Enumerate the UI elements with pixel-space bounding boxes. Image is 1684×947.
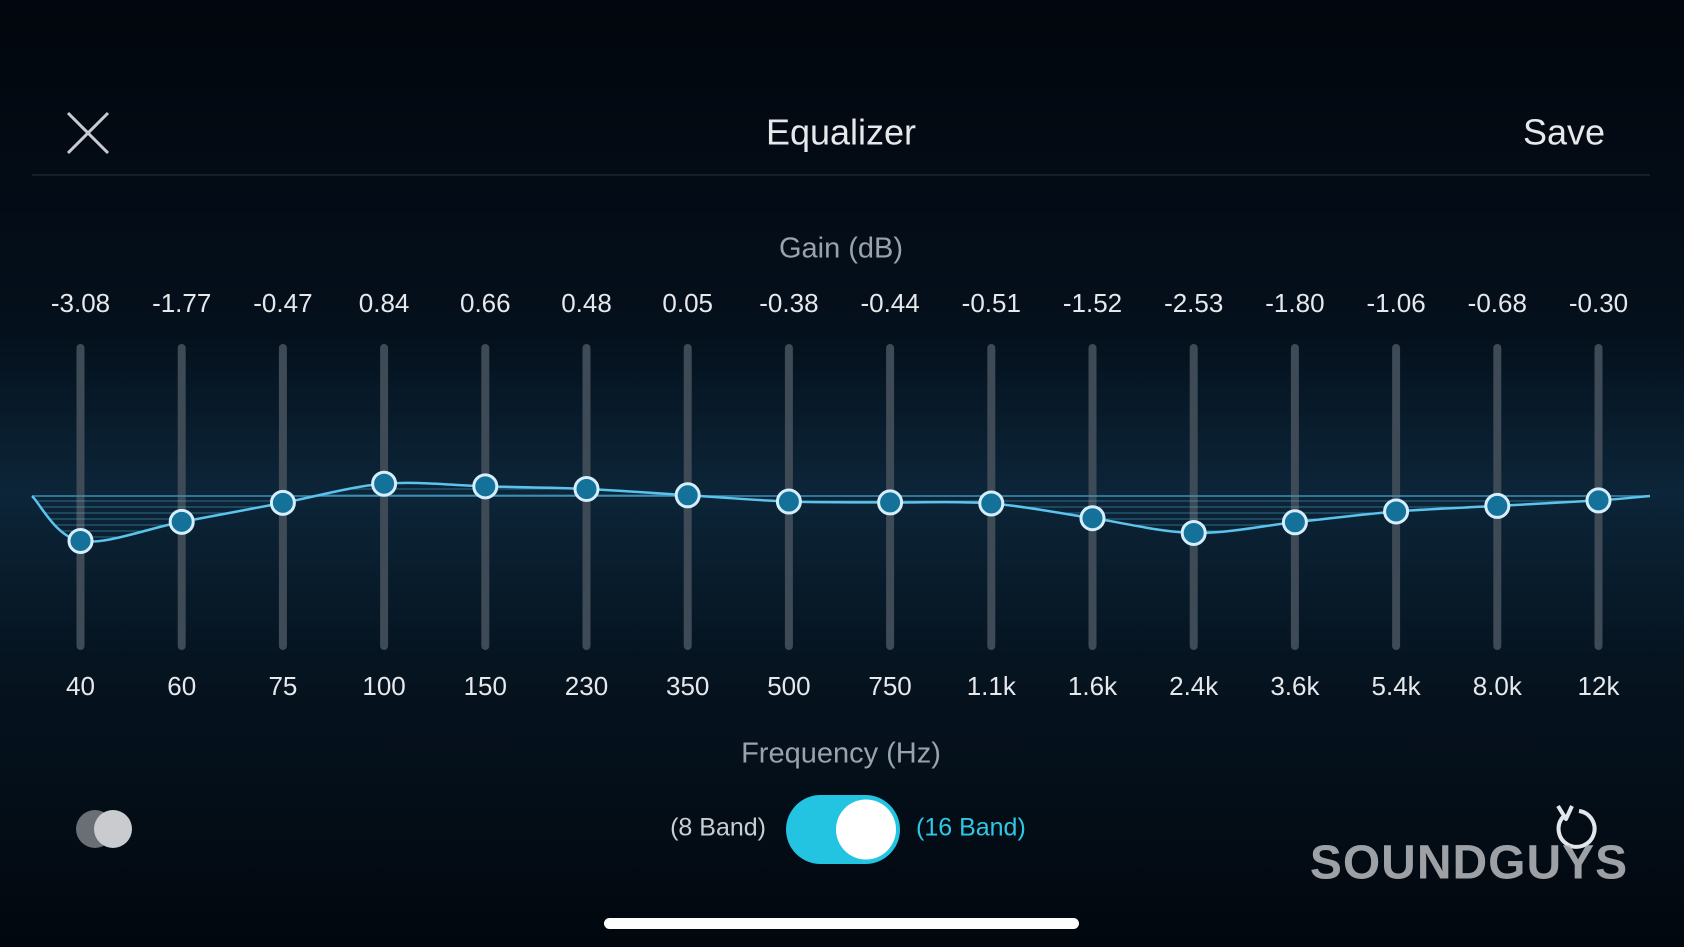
eq-area: -3.08 40 -1.77 60 -0.47 75 0.84 100 0.66 150 0.48 2… bbox=[31, 288, 1651, 701]
gain-value: -1.06 bbox=[1366, 288, 1425, 318]
frequency-label: 350 bbox=[666, 671, 709, 701]
band-8-label[interactable]: (8 Band) bbox=[670, 814, 766, 842]
slider-knob[interactable] bbox=[573, 475, 600, 502]
frequency-axis-label: Frequency (Hz) bbox=[741, 738, 941, 770]
save-button[interactable]: Save bbox=[1523, 112, 1605, 153]
frequency-label: 5.4k bbox=[1372, 671, 1422, 701]
slider-track bbox=[380, 344, 389, 650]
slider-knob[interactable] bbox=[371, 470, 398, 497]
slider-knob[interactable] bbox=[1079, 505, 1106, 532]
slider-knob[interactable] bbox=[1180, 519, 1207, 546]
frequency-label: 75 bbox=[268, 671, 297, 701]
gain-value: -2.53 bbox=[1164, 288, 1223, 318]
gain-axis-label: Gain (dB) bbox=[779, 233, 903, 265]
frequency-label: 750 bbox=[868, 671, 911, 701]
frequency-label: 12k bbox=[1578, 671, 1621, 701]
slider-knob[interactable] bbox=[1383, 498, 1410, 525]
close-button[interactable] bbox=[66, 111, 110, 155]
frequency-label: 230 bbox=[565, 671, 608, 701]
gain-value: -1.52 bbox=[1063, 288, 1122, 318]
slider-knob[interactable] bbox=[1585, 487, 1612, 514]
gain-value: -0.44 bbox=[860, 288, 919, 318]
mode-icon[interactable] bbox=[76, 810, 132, 848]
frequency-label: 150 bbox=[464, 671, 507, 701]
gain-value: 0.66 bbox=[460, 288, 511, 318]
band-16-label[interactable]: (16 Band) bbox=[916, 814, 1026, 842]
gain-value: -0.51 bbox=[962, 288, 1021, 318]
gain-value: -0.68 bbox=[1468, 288, 1527, 318]
slider-knob[interactable] bbox=[877, 489, 904, 516]
slider-knob[interactable] bbox=[978, 490, 1005, 517]
frequency-label: 500 bbox=[767, 671, 810, 701]
gain-value: 0.84 bbox=[359, 288, 410, 318]
gain-value: -0.38 bbox=[759, 288, 818, 318]
gain-value: -0.30 bbox=[1569, 288, 1628, 318]
gain-value: -3.08 bbox=[51, 288, 110, 318]
home-indicator bbox=[604, 918, 1079, 929]
slider-knob[interactable] bbox=[269, 489, 296, 516]
reset-button[interactable] bbox=[1556, 804, 1597, 849]
band-toggle[interactable] bbox=[786, 795, 900, 864]
curve-fill bbox=[32, 482, 1650, 542]
gain-value: -1.80 bbox=[1265, 288, 1324, 318]
slider-knob[interactable] bbox=[674, 482, 701, 509]
frequency-label: 60 bbox=[167, 671, 196, 701]
frequency-label: 8.0k bbox=[1473, 671, 1523, 701]
gain-value: 0.48 bbox=[561, 288, 612, 318]
frequency-label: 40 bbox=[66, 671, 95, 701]
frequency-label: 1.1k bbox=[967, 671, 1017, 701]
watermark: SOUNDGUYS bbox=[1310, 837, 1628, 890]
gain-value: 0.05 bbox=[662, 288, 713, 318]
title: Equalizer bbox=[766, 112, 916, 153]
slider-knob[interactable] bbox=[1281, 509, 1308, 536]
slider-knob[interactable] bbox=[1484, 492, 1511, 519]
frequency-label: 2.4k bbox=[1169, 671, 1219, 701]
gain-value: -0.47 bbox=[253, 288, 312, 318]
frequency-label: 3.6k bbox=[1270, 671, 1320, 701]
slider-knob[interactable] bbox=[67, 527, 94, 554]
slider-knob[interactable] bbox=[472, 473, 499, 500]
slider-knob[interactable] bbox=[775, 488, 802, 515]
gain-value: -1.77 bbox=[152, 288, 211, 318]
slider-knob[interactable] bbox=[168, 508, 195, 535]
frequency-label: 1.6k bbox=[1068, 671, 1118, 701]
frequency-label: 100 bbox=[362, 671, 405, 701]
